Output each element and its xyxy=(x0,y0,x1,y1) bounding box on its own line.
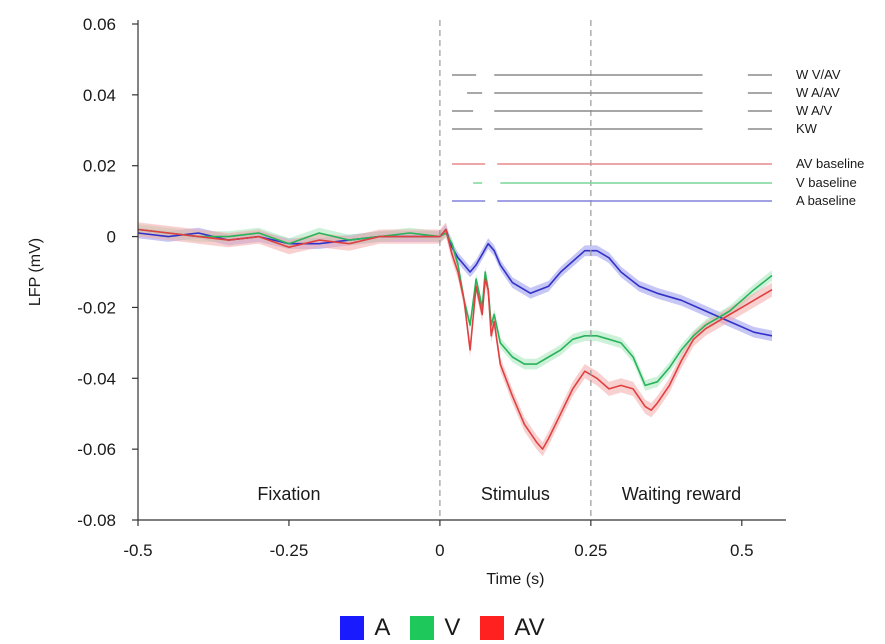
legend-item-v: V xyxy=(410,614,460,642)
x-axis-title: Time (s) xyxy=(486,571,544,588)
significance-label: AV baseline xyxy=(796,156,864,171)
y-tick-label: -0.04 xyxy=(77,369,116,388)
y-tick-label: 0.04 xyxy=(83,86,116,105)
y-tick-label: 0.06 xyxy=(83,15,116,34)
series-line-a xyxy=(137,228,773,337)
legend-swatch-a xyxy=(340,616,365,640)
lfp-line-chart: W V/AV W A/AV W A/V KW AV baseline V baseline… xyxy=(27,15,864,588)
phase-label: Waiting reward xyxy=(622,484,741,504)
phase-labels: Fixation Stimulus Waiting reward xyxy=(257,484,741,504)
significance-label: W V/AV xyxy=(796,67,841,82)
series-line-av xyxy=(137,228,773,450)
event-lines xyxy=(439,20,592,520)
y-tick-label: 0 xyxy=(107,228,116,247)
x-tick-label: 0.25 xyxy=(574,541,607,560)
significance-label: W A/V xyxy=(796,103,832,118)
x-tick-label: 0 xyxy=(435,541,444,560)
x-tick-label: -0.25 xyxy=(270,541,309,560)
legend-swatch-av xyxy=(480,616,505,640)
legend-item-a: A xyxy=(340,614,390,642)
series-lines xyxy=(137,228,773,450)
legend-label-v: V xyxy=(444,614,461,641)
y-tick-label: 0.02 xyxy=(83,157,116,176)
significance-rows: W V/AV W A/AV W A/V KW AV baseline V baseline… xyxy=(451,67,864,208)
significance-label: W A/AV xyxy=(796,85,840,100)
y-tick-label: -0.02 xyxy=(77,298,116,317)
significance-label: KW xyxy=(796,121,818,136)
error-band-av xyxy=(138,222,772,457)
series-line-v xyxy=(137,228,773,387)
legend-label-a: A xyxy=(374,614,391,641)
legend-label-av: AV xyxy=(514,614,545,641)
x-tick-label: 0.5 xyxy=(730,541,754,560)
legend-item-av: AV xyxy=(480,614,545,642)
y-tick-label: -0.08 xyxy=(77,511,116,530)
significance-label: A baseline xyxy=(796,193,856,208)
axes: 0.06 0.04 0.02 0 -0.02 -0.04 -0.06 -0.08 -0.5 -0.… xyxy=(77,15,786,560)
legend-swatch-v xyxy=(410,616,435,640)
legend: A V AV xyxy=(0,612,885,644)
phase-label: Fixation xyxy=(257,484,320,504)
significance-label: V baseline xyxy=(796,175,857,190)
y-tick-label: -0.06 xyxy=(77,440,116,459)
phase-label: Stimulus xyxy=(481,484,550,504)
x-tick-label: -0.5 xyxy=(123,541,152,560)
error-bands xyxy=(138,222,772,457)
y-axis-title: LFP (mV) xyxy=(27,238,44,306)
